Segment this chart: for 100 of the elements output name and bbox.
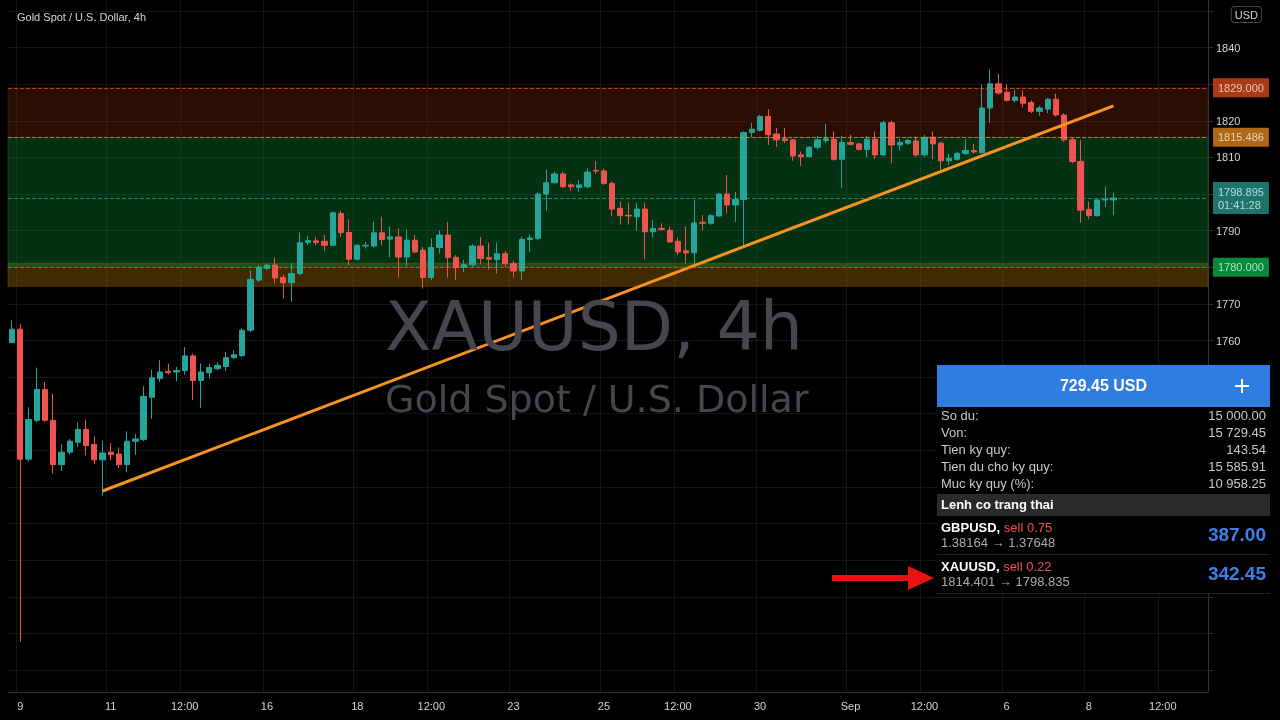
annotation: 342.45 bbox=[1207, 563, 1266, 585]
candlestick bbox=[469, 243, 476, 268]
x-tick-label: 12:00 bbox=[417, 699, 446, 712]
candlestick bbox=[773, 127, 780, 148]
candlestick bbox=[338, 210, 344, 238]
text: Gold Spot / U.S. Dollar, 4h bbox=[17, 10, 147, 23]
candlestick bbox=[634, 202, 640, 232]
annotation: 1.38164 → 1.37648 bbox=[941, 535, 1056, 550]
candlestick bbox=[897, 138, 903, 151]
candlestick bbox=[1012, 89, 1018, 104]
candlestick bbox=[798, 151, 804, 167]
candlestick bbox=[461, 259, 467, 273]
candlestick bbox=[905, 137, 911, 146]
y-tick-label: 1820 bbox=[1216, 114, 1241, 127]
candlestick bbox=[872, 130, 878, 160]
candlestick bbox=[667, 226, 673, 244]
candlestick bbox=[708, 213, 714, 226]
annotation: sell 0.75 bbox=[1003, 520, 1053, 535]
candlestick bbox=[930, 130, 936, 160]
y-tick-label: 1760 bbox=[1216, 334, 1241, 347]
candlestick bbox=[165, 363, 171, 376]
candlestick bbox=[412, 234, 418, 254]
candlestick bbox=[190, 353, 196, 401]
x-tick-label: 12:00 bbox=[910, 699, 939, 712]
annotation: XAUUSD, bbox=[941, 559, 1000, 574]
x-tick-label: 9 bbox=[17, 699, 24, 712]
candlestick bbox=[650, 219, 656, 239]
x-tick-label: 8 bbox=[1085, 699, 1092, 712]
candlestick bbox=[149, 369, 155, 420]
candlestick bbox=[99, 439, 106, 497]
candlestick bbox=[223, 351, 229, 372]
candlestick bbox=[247, 269, 254, 333]
candlestick bbox=[839, 135, 845, 189]
candlestick bbox=[231, 349, 237, 360]
candlestick bbox=[831, 130, 837, 162]
candlestick bbox=[272, 256, 278, 284]
annotation: 1814.401 → 1798.835 bbox=[941, 574, 1070, 589]
text: 15 000.00 bbox=[1208, 407, 1266, 424]
ref-line-label: 1798.895 01:41:28 bbox=[1218, 185, 1264, 211]
annotation: So du: bbox=[941, 407, 979, 424]
ref-line-label: 1829.000 bbox=[1218, 81, 1264, 94]
text: 729.45 USD bbox=[1059, 377, 1148, 395]
x-tick-label: 12:00 bbox=[170, 699, 199, 712]
candlestick bbox=[453, 254, 459, 281]
candlestick bbox=[584, 167, 591, 190]
x-tick-label: 18 bbox=[351, 699, 364, 712]
ref-line-label: 1780.000 bbox=[1218, 261, 1264, 274]
candlestick bbox=[362, 241, 369, 250]
candlestick bbox=[445, 221, 451, 279]
candlestick bbox=[371, 221, 377, 249]
candlestick bbox=[330, 211, 336, 247]
candlestick bbox=[116, 446, 122, 469]
annotation: Tien ky quy: bbox=[941, 441, 1011, 458]
candlestick bbox=[198, 363, 204, 409]
candlestick bbox=[428, 237, 434, 281]
text: 15 729.45 bbox=[1208, 424, 1266, 441]
candlestick bbox=[806, 145, 812, 158]
candlestick bbox=[34, 367, 40, 423]
x-tick-label: 23 bbox=[507, 699, 520, 712]
annotation: Von: bbox=[941, 424, 968, 441]
candlestick bbox=[387, 225, 393, 258]
candlestick bbox=[17, 323, 23, 642]
candlestick bbox=[971, 143, 977, 155]
candlestick bbox=[609, 181, 615, 217]
annotation: GBPUSD, bbox=[941, 520, 1001, 535]
candlestick bbox=[527, 233, 533, 253]
candlestick bbox=[436, 229, 443, 254]
y-tick-label: 1810 bbox=[1216, 151, 1241, 164]
candlestick bbox=[346, 218, 352, 266]
candlestick bbox=[724, 174, 730, 214]
candlestick bbox=[642, 202, 648, 260]
candlestick bbox=[921, 134, 928, 158]
candlestick bbox=[58, 443, 65, 472]
x-tick-label: 12:00 bbox=[1149, 699, 1177, 712]
candlestick bbox=[617, 201, 623, 225]
candlestick bbox=[938, 141, 944, 171]
x-tick-label: 30 bbox=[753, 699, 767, 712]
candlestick bbox=[1028, 99, 1034, 114]
candlestick bbox=[25, 406, 32, 462]
candlestick bbox=[108, 442, 114, 462]
candlestick bbox=[288, 262, 295, 303]
candlestick bbox=[67, 438, 73, 456]
candlestick bbox=[880, 120, 886, 157]
candlestick bbox=[954, 151, 960, 162]
candlestick bbox=[519, 236, 525, 281]
candlestick bbox=[1086, 201, 1092, 220]
candlestick bbox=[256, 264, 262, 283]
candlestick bbox=[913, 136, 919, 158]
candlestick bbox=[42, 381, 48, 423]
candlestick bbox=[1004, 83, 1010, 102]
candlestick bbox=[494, 242, 500, 274]
annotation: sell 0.22 bbox=[1003, 559, 1052, 574]
candlestick bbox=[75, 421, 81, 448]
candlestick bbox=[568, 182, 574, 192]
candlestick bbox=[979, 84, 985, 154]
annotation: Muc ky quy (%): bbox=[941, 475, 1035, 492]
candlestick bbox=[814, 135, 821, 150]
candlestick bbox=[765, 108, 771, 146]
candlestick bbox=[683, 226, 689, 265]
annotation: Tien du cho ky quy: bbox=[941, 458, 1054, 475]
